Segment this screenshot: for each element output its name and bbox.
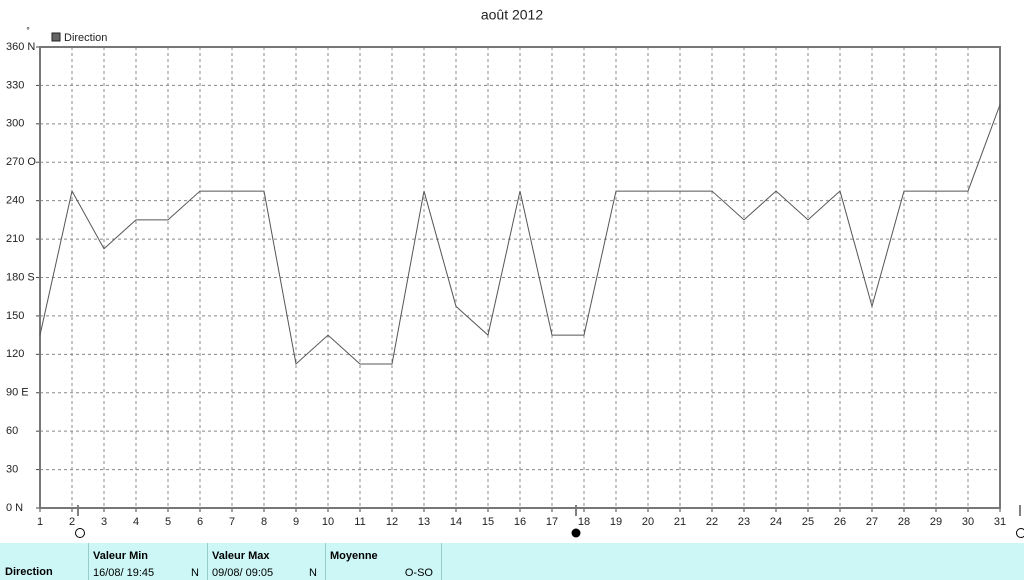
x-tick-label: 25 xyxy=(802,516,814,528)
x-tick-label: 16 xyxy=(514,516,526,528)
x-tick-label: 4 xyxy=(133,516,139,528)
y-tick-label: 150 xyxy=(6,310,24,322)
summary-header: Valeur Min xyxy=(93,550,149,562)
x-tick-label: 20 xyxy=(642,516,654,528)
x-tick-label: 23 xyxy=(738,516,750,528)
y-tick-label: 330 xyxy=(6,79,24,91)
summary-cell: Direction xyxy=(0,543,89,580)
x-tick-label: 17 xyxy=(546,516,558,528)
y-tick-label: 240 xyxy=(6,195,24,207)
data-line xyxy=(39,104,1001,365)
y-tick-label: 270 O xyxy=(6,156,36,168)
y-tick-label: 180 S xyxy=(6,271,35,283)
x-tick-label: 18 xyxy=(578,516,590,528)
marker xyxy=(1016,528,1024,538)
y-tick-label: 30 xyxy=(6,463,18,475)
x-tick-label: 19 xyxy=(610,516,622,528)
x-tick-label: 6 xyxy=(197,516,203,528)
y-tick-label: 60 xyxy=(6,425,18,437)
summary-cell: Valeur Min 16/08/ 19:45 N xyxy=(88,543,208,580)
x-tick-label: 14 xyxy=(450,516,462,528)
y-tick-label: 0 N xyxy=(6,502,23,514)
x-tick-label: 8 xyxy=(261,516,267,528)
x-tick-label: 26 xyxy=(834,516,846,528)
x-tick-label: 9 xyxy=(293,516,299,528)
x-tick-label: 22 xyxy=(706,516,718,528)
summary-cell: Moyenne O-SO xyxy=(325,543,442,580)
y-tick-label: 90 E xyxy=(6,387,29,399)
x-tick-label: 24 xyxy=(770,516,782,528)
summary-cell: Valeur Max 09/08/ 09:05 N xyxy=(207,543,326,580)
x-tick-label: 13 xyxy=(418,516,430,528)
x-tick-label: 28 xyxy=(898,516,910,528)
y-unit: ° xyxy=(26,25,30,35)
chart-title: août 2012 xyxy=(481,7,543,23)
summary-header: Valeur Max xyxy=(212,550,270,562)
legend-swatch xyxy=(51,32,61,42)
x-tick-label: 27 xyxy=(866,516,878,528)
x-tick-label: 29 xyxy=(930,516,942,528)
x-tick-label: 11 xyxy=(354,516,365,528)
legend-label: Direction xyxy=(64,32,107,44)
summary-date: 09/08/ 09:05 xyxy=(212,567,274,579)
summary-value: N xyxy=(309,567,317,579)
x-tick-label: 1 xyxy=(37,516,43,528)
x-tick-label: 10 xyxy=(322,516,334,528)
marker xyxy=(571,528,581,538)
x-tick-label: 5 xyxy=(165,516,171,528)
summary-date: 16/08/ 19:45 xyxy=(93,567,155,579)
x-tick-label: 2 xyxy=(69,516,75,528)
x-tick-label: 15 xyxy=(482,516,494,528)
summary-value: O-SO xyxy=(404,567,433,579)
summary-header: Moyenne xyxy=(330,550,378,562)
y-tick-label: 360 N xyxy=(6,41,35,53)
marker xyxy=(75,528,85,538)
x-tick-label: 7 xyxy=(229,516,235,528)
summary-value: N xyxy=(191,567,199,579)
summary-panel: Direction Valeur Min 16/08/ 19:45 N Valeur… xyxy=(0,543,1024,580)
x-tick-label: 31 xyxy=(994,516,1006,528)
plot-frame xyxy=(39,46,1001,509)
x-tick-label: 3 xyxy=(101,516,107,528)
x-tick-label: 30 xyxy=(962,516,974,528)
y-tick-label: 300 xyxy=(6,118,24,130)
summary-name: Direction xyxy=(5,566,53,578)
y-tick-label: 120 xyxy=(6,348,24,360)
y-tick-label: 210 xyxy=(6,233,24,245)
x-tick-label: 12 xyxy=(386,516,398,528)
x-tick-label: 21 xyxy=(674,516,686,528)
